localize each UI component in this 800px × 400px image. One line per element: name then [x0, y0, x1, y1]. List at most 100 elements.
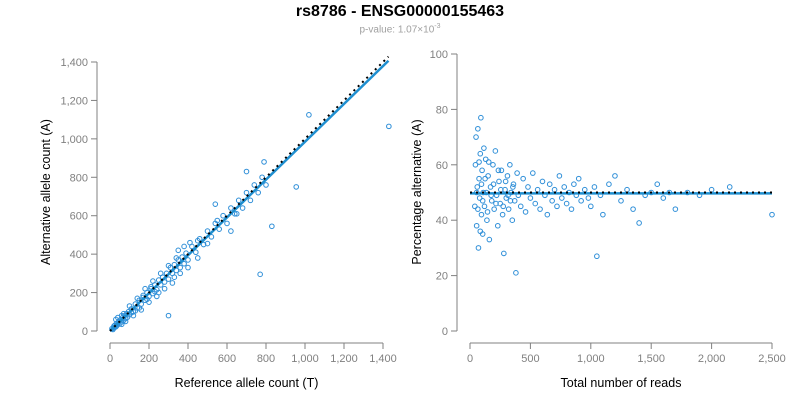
data-point	[490, 162, 496, 168]
y-tick-label: 1,400	[60, 57, 88, 69]
data-point	[491, 206, 497, 212]
data-point	[539, 178, 546, 185]
data-point	[228, 228, 234, 234]
data-point	[624, 186, 630, 193]
left-panel-allele-counts: 0 200 400 600 800 1,000 1,200 1,400 0 200 400 600 80…	[39, 55, 397, 390]
data-point	[496, 178, 502, 185]
data-point	[171, 274, 178, 281]
data-point	[152, 288, 158, 295]
data-point	[161, 285, 168, 292]
data-point	[504, 173, 511, 179]
data-point	[165, 276, 172, 282]
data-point	[269, 223, 275, 230]
data-point	[175, 247, 182, 254]
data-point	[578, 198, 584, 204]
data-point	[537, 206, 543, 212]
data-point	[588, 203, 594, 210]
data-point	[530, 170, 536, 176]
data-point	[493, 200, 499, 207]
data-point	[473, 222, 480, 229]
x-tick-label: 2,500	[758, 353, 786, 365]
data-point	[520, 175, 526, 182]
data-point	[150, 278, 156, 284]
right-panel-percentage: 0 20 40 60 80 100 0 500 1,000 1,500 2,000 2,500 Tota…	[410, 49, 786, 390]
data-point	[132, 308, 139, 314]
data-point	[306, 112, 312, 118]
data-point	[499, 211, 506, 218]
data-point	[502, 178, 509, 185]
data-point	[546, 181, 553, 187]
data-point	[556, 173, 563, 179]
data-point	[200, 241, 207, 248]
data-point	[559, 195, 565, 201]
data-point	[193, 249, 199, 256]
data-point	[510, 181, 517, 187]
data-point	[243, 189, 250, 196]
data-point	[501, 250, 507, 257]
data-point	[492, 148, 499, 154]
x-tick-label: 600	[218, 353, 236, 365]
data-point	[185, 264, 191, 271]
data-point	[726, 184, 733, 190]
data-point	[181, 260, 187, 267]
data-point	[563, 200, 570, 207]
data-point	[255, 189, 262, 196]
data-point	[263, 182, 269, 188]
data-point	[136, 305, 143, 311]
y-tick-label: 800	[70, 172, 88, 184]
data-point	[214, 217, 221, 224]
data-point	[224, 220, 230, 227]
data-point	[514, 170, 520, 176]
chart-subtitle: p-value: 1.07×10-3	[0, 23, 800, 35]
x-tick-label: 1,000	[291, 353, 319, 365]
data-point	[575, 175, 582, 182]
data-point	[618, 198, 624, 204]
data-point	[194, 237, 201, 244]
data-point	[228, 205, 234, 211]
data-point	[165, 262, 172, 269]
data-point	[476, 195, 483, 201]
data-point	[522, 209, 529, 215]
data-point	[478, 181, 485, 187]
data-point	[498, 167, 505, 174]
y-axis-label: Percentage alternative (A)	[410, 119, 424, 264]
x-tick-label: 400	[179, 353, 197, 365]
data-point	[478, 211, 485, 218]
x-tick-label: 200	[140, 353, 158, 365]
data-point	[173, 255, 180, 261]
data-point	[636, 220, 642, 226]
data-point	[204, 240, 211, 247]
data-point	[487, 184, 494, 190]
x-tick-label: 1,200	[330, 353, 358, 365]
data-point	[472, 162, 479, 168]
data-point	[474, 184, 481, 190]
data-point	[479, 198, 486, 204]
data-point	[490, 181, 497, 187]
data-point	[484, 209, 491, 215]
y-tick-label: 60	[436, 160, 448, 172]
data-point	[513, 270, 519, 276]
data-point	[475, 125, 481, 132]
y-tick-label: 200	[70, 288, 88, 300]
data-point	[488, 198, 495, 204]
data-point	[554, 203, 560, 210]
x-tick-label: 800	[257, 353, 275, 365]
data-point	[484, 217, 490, 223]
data-point	[534, 186, 541, 193]
fit-line	[109, 59, 390, 332]
data-point	[708, 186, 715, 193]
x-tick-label: 1,500	[637, 353, 665, 365]
data-point	[505, 206, 512, 212]
data-point	[187, 239, 193, 246]
chart-title: rs8786 - ENSG00000155463	[295, 3, 505, 20]
data-point	[507, 198, 514, 204]
data-point	[507, 162, 513, 168]
data-point	[517, 203, 524, 210]
x-tick-label: 1,400	[369, 353, 397, 365]
data-point	[585, 195, 592, 201]
data-point	[475, 245, 482, 251]
x-axis-label: Reference allele count (T)	[175, 376, 319, 390]
x-tick-label: 2,000	[698, 353, 726, 365]
data-point	[181, 243, 187, 250]
